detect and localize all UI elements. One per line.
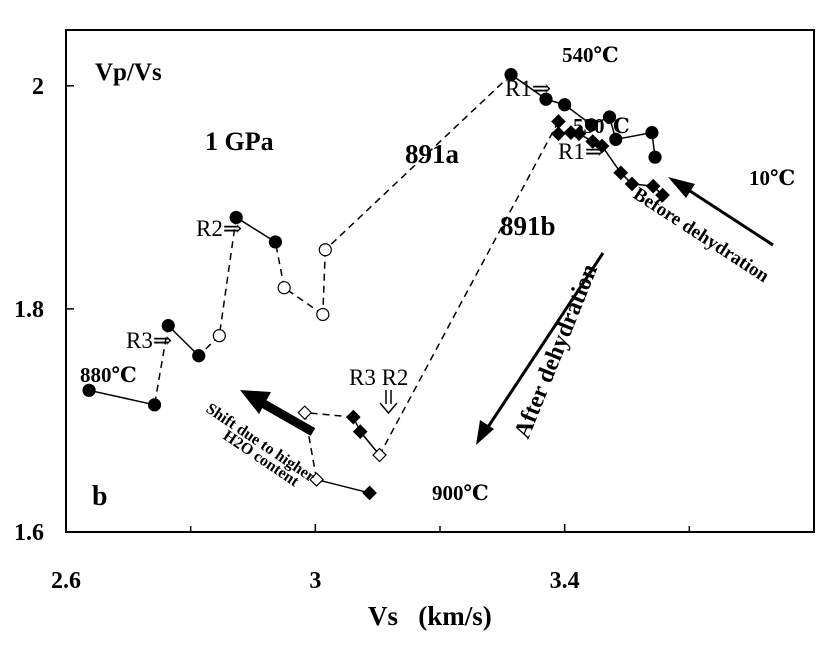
- x-axis: 2.6 3 3.4: [51, 524, 691, 594]
- before-dehydration-arrow: [668, 177, 774, 247]
- y-axis: 1.6 1.8 2: [14, 74, 74, 546]
- series-segment-891a: [322, 249, 327, 315]
- data-point-891b: [352, 424, 368, 439]
- y-axis-label: Vp/Vs: [95, 59, 162, 86]
- r2-label: R2⇒: [196, 216, 242, 241]
- r1-label-891a: R1⇒: [505, 76, 551, 101]
- data-point-891a: [268, 235, 283, 249]
- data-point-891b: [551, 126, 566, 142]
- series-markers: [82, 68, 670, 501]
- data-point-891a: [318, 243, 332, 257]
- r3-label: R3⇒: [126, 328, 172, 353]
- data-point-891a: [539, 92, 553, 106]
- series-segment-891a: [167, 325, 200, 357]
- data-point-891a: [147, 398, 162, 412]
- series-segment-891a: [235, 216, 276, 243]
- data-point-891a: [192, 349, 206, 363]
- data-point-891b: [346, 409, 361, 425]
- data-point-891b: [297, 405, 313, 420]
- data-point-891a: [504, 68, 518, 82]
- data-point-891b: [362, 485, 377, 501]
- series-segment-891a: [153, 325, 169, 405]
- temp-label-880: 880℃: [80, 363, 137, 387]
- data-point-891a: [229, 210, 243, 225]
- y-tick-label: 2: [32, 74, 44, 100]
- data-point-891a: [645, 126, 659, 140]
- data-point-891a: [602, 110, 617, 124]
- data-point-891b: [624, 176, 640, 192]
- data-point-891b: [645, 178, 661, 194]
- data-point-891b: [613, 165, 629, 181]
- data-point-891a: [316, 307, 330, 322]
- series-segment-891b: [378, 121, 560, 456]
- series-segment-891a: [88, 389, 155, 406]
- pressure-label: 1 GPa: [205, 127, 274, 156]
- series-label-891b: 891b: [500, 211, 556, 241]
- data-point-891a: [558, 98, 572, 112]
- r3-r2-down-arrow: [379, 390, 398, 415]
- x-tick-label: 3: [309, 568, 321, 594]
- data-point-891a: [277, 281, 291, 295]
- data-point-891b: [309, 472, 324, 487]
- x-tick-label: 2.6: [51, 568, 81, 594]
- data-point-891a: [161, 319, 175, 333]
- data-point-891b: [372, 447, 387, 463]
- data-point-891a: [584, 118, 599, 132]
- series-segment-891a: [218, 217, 237, 336]
- data-point-891b: [551, 114, 566, 129]
- after-dehydration-arrow: [476, 252, 605, 445]
- y-tick-label: 1.6: [14, 520, 44, 546]
- series-label-891a: 891a: [405, 139, 460, 169]
- y-tick-label: 1.8: [14, 297, 44, 323]
- panel-label: b: [92, 481, 108, 512]
- data-point-891b: [585, 134, 601, 149]
- temp-label-900: 900℃: [432, 481, 489, 505]
- temp-label-10: 10℃: [749, 166, 795, 190]
- series-segment-891b: [304, 411, 354, 418]
- series-segment-891b: [316, 478, 370, 494]
- data-point-891a: [212, 329, 226, 343]
- data-point-891a: [82, 383, 96, 397]
- data-point-891a: [648, 150, 662, 164]
- series-segment-891b: [601, 145, 622, 174]
- r1-label-891b: R1⇒: [558, 139, 604, 164]
- temp-label-530: 530℃: [573, 114, 630, 138]
- temp-label-540: 540℃: [562, 43, 619, 67]
- data-point-891a: [609, 132, 623, 146]
- r3-r2-label: R3 R2: [349, 365, 408, 390]
- series-segment-891a: [283, 287, 324, 316]
- data-point-891b: [563, 125, 579, 140]
- x-axis-label: Vs (km/s): [368, 601, 492, 631]
- data-point-891b: [655, 187, 670, 203]
- x-tick-label: 3.4: [550, 568, 580, 594]
- series-segment-891a: [274, 241, 285, 288]
- series-segment-891a: [324, 74, 512, 251]
- shift-h2o-arrow: [240, 390, 316, 436]
- series-segment-891a: [510, 74, 547, 100]
